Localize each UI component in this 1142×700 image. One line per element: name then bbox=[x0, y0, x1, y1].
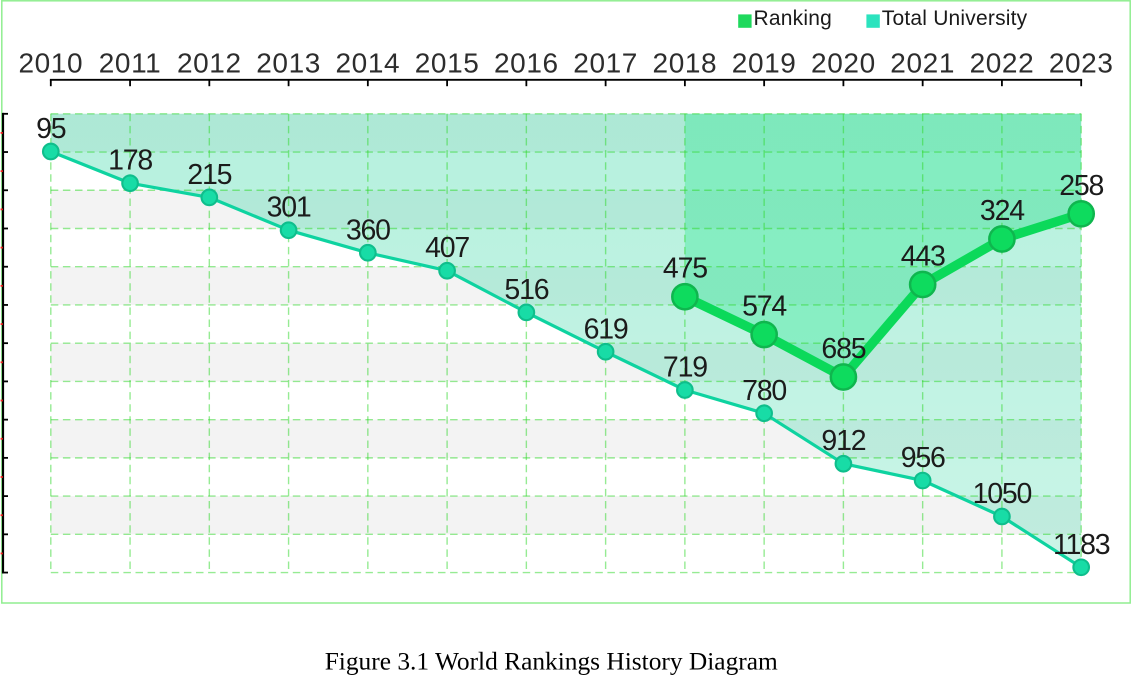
svg-text:360: 360 bbox=[346, 214, 390, 246]
svg-text:2016: 2016 bbox=[494, 48, 559, 79]
svg-text:2011: 2011 bbox=[99, 48, 162, 79]
svg-text:2020: 2020 bbox=[811, 48, 876, 79]
svg-text:324: 324 bbox=[980, 195, 1025, 227]
svg-text:2023: 2023 bbox=[1049, 48, 1114, 79]
svg-text:1183: 1183 bbox=[1053, 529, 1110, 561]
svg-text:475: 475 bbox=[663, 253, 707, 285]
svg-text:215: 215 bbox=[187, 159, 231, 191]
svg-text:2018: 2018 bbox=[653, 48, 718, 79]
svg-text:516: 516 bbox=[504, 274, 548, 306]
svg-text:685: 685 bbox=[821, 333, 865, 365]
svg-text:780: 780 bbox=[742, 375, 786, 407]
svg-text:2015: 2015 bbox=[415, 48, 480, 79]
svg-text:95: 95 bbox=[36, 113, 66, 145]
svg-text:Figure 3.1 World Rankings Hist: Figure 3.1 World Rankings History Diagra… bbox=[325, 648, 778, 676]
svg-text:258: 258 bbox=[1059, 170, 1103, 202]
svg-text:2010: 2010 bbox=[18, 48, 83, 79]
svg-text:719: 719 bbox=[663, 352, 707, 384]
svg-text:2014: 2014 bbox=[335, 48, 400, 79]
svg-text:2012: 2012 bbox=[177, 48, 242, 79]
svg-text:619: 619 bbox=[584, 313, 628, 345]
svg-text:2017: 2017 bbox=[573, 48, 638, 79]
svg-text:407: 407 bbox=[425, 232, 469, 264]
svg-text:301: 301 bbox=[267, 192, 311, 224]
svg-text:574: 574 bbox=[742, 291, 787, 323]
svg-text:Ranking: Ranking bbox=[754, 7, 832, 30]
svg-text:443: 443 bbox=[901, 241, 945, 273]
svg-text:956: 956 bbox=[901, 442, 945, 474]
svg-text:178: 178 bbox=[108, 145, 152, 177]
svg-text:Total University: Total University bbox=[882, 7, 1028, 30]
svg-text:2021: 2021 bbox=[890, 48, 955, 79]
svg-text:2022: 2022 bbox=[970, 48, 1035, 79]
svg-text:2019: 2019 bbox=[732, 48, 797, 79]
svg-text:1050: 1050 bbox=[973, 478, 1032, 510]
svg-text:2013: 2013 bbox=[256, 48, 321, 79]
svg-text:912: 912 bbox=[821, 425, 865, 457]
